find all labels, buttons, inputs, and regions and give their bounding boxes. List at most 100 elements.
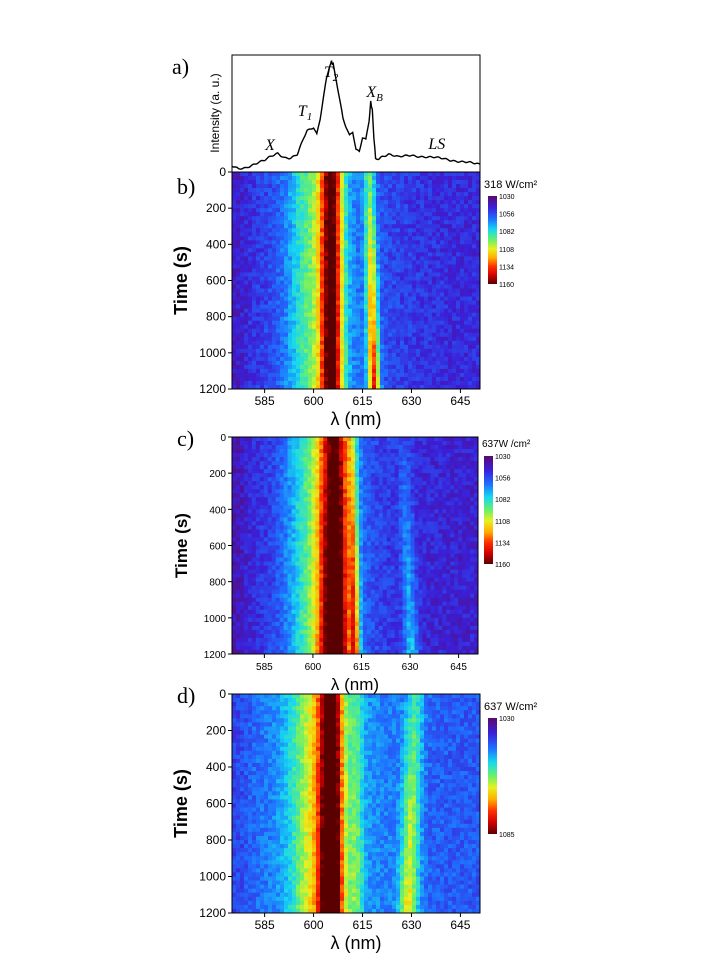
heatmap-cell — [422, 453, 427, 458]
heatmap-cell — [414, 521, 419, 526]
heatmap-cell — [448, 204, 453, 209]
heatmap-cell — [327, 513, 332, 518]
heatmap-cell — [476, 240, 481, 245]
heatmap-cell — [332, 196, 337, 201]
heatmap-cell — [456, 336, 461, 342]
heatmap-cell — [280, 372, 285, 378]
heatmap-cell — [240, 324, 245, 330]
heatmap-cell — [362, 489, 368, 494]
heatmap-cell — [366, 501, 372, 506]
heatmap-cell — [271, 493, 277, 498]
heatmap-cell — [236, 240, 241, 245]
heatmap-cell — [324, 200, 329, 205]
heatmap-cell — [268, 300, 273, 306]
heatmap-cell — [279, 529, 284, 534]
heatmap-cell — [468, 272, 473, 277]
heatmap-cell — [327, 501, 332, 506]
heatmap-cell — [276, 380, 281, 386]
heatmap-cell — [308, 316, 313, 322]
heatmap-cell — [458, 529, 463, 534]
heatmap-cell — [336, 264, 341, 269]
heatmap-cell — [442, 477, 447, 482]
heatmap-cell — [384, 192, 389, 197]
heatmap-cell — [252, 348, 257, 354]
heatmap-cell — [400, 308, 405, 314]
heatmap-cell — [392, 180, 397, 185]
heatmap-cell — [324, 232, 329, 237]
heatmap-cell — [460, 264, 465, 269]
heatmap-cell — [372, 224, 377, 229]
heatmap-cell — [268, 188, 273, 193]
heatmap-cell — [422, 449, 427, 454]
heatmap-cell — [268, 184, 273, 189]
heatmap-cell — [355, 525, 360, 530]
heatmap-cell — [474, 521, 479, 526]
heatmap-cell — [450, 469, 455, 474]
heatmap-cell — [264, 352, 269, 358]
heatmap-cell — [267, 517, 273, 522]
heatmap-cell — [462, 505, 467, 510]
heatmap-cell — [276, 268, 281, 273]
heatmap-cell — [390, 437, 396, 442]
heatmap-cell — [438, 449, 443, 454]
heatmap-cell — [315, 533, 320, 538]
heatmap-cell — [280, 212, 285, 217]
heatmap-cell — [347, 477, 352, 482]
heatmap-cell — [406, 513, 411, 518]
heatmap-cell — [312, 184, 317, 189]
heatmap-cell — [368, 296, 373, 301]
heatmap-cell — [340, 292, 345, 297]
heatmap-cell — [252, 280, 257, 285]
heatmap-cell — [396, 220, 401, 225]
heatmap-cell — [460, 352, 465, 358]
heatmap-cell — [287, 465, 292, 470]
heatmap-cell — [456, 360, 461, 366]
heatmap-cell — [432, 320, 437, 326]
heatmap-cell — [442, 533, 447, 538]
heatmap-cell — [386, 521, 392, 526]
heatmap-cell — [292, 272, 297, 277]
heatmap-cell — [280, 248, 285, 253]
heatmap-cell — [372, 200, 377, 205]
heatmap-cell — [295, 493, 300, 498]
heatmap-cell — [348, 192, 353, 197]
heatmap-cell — [388, 380, 393, 386]
heatmap-cell — [303, 537, 308, 542]
heatmap-cell — [340, 224, 345, 229]
heatmap-cell — [275, 453, 281, 458]
heatmap-cell — [244, 356, 249, 362]
heatmap-cell — [464, 316, 469, 322]
heatmap-cell — [426, 529, 431, 534]
heatmap-cell — [384, 224, 389, 229]
heatmap-cell — [412, 368, 417, 374]
heatmap-cell — [291, 529, 296, 534]
heatmap-cell — [394, 457, 400, 462]
heatmap-cell — [466, 441, 471, 446]
heatmap-cell — [263, 537, 269, 542]
heatmap-cell — [366, 493, 372, 498]
heatmap-cell — [464, 180, 469, 185]
heatmap-cell — [267, 449, 273, 454]
heatmap-cell — [452, 352, 457, 358]
heatmap-cell — [380, 200, 385, 205]
heatmap-cell — [304, 328, 309, 334]
heatmap-cell — [280, 356, 285, 362]
heatmap-cell — [252, 208, 257, 213]
heatmap-cell — [276, 196, 281, 201]
heatmap-cell — [450, 461, 455, 466]
heatmap-cell — [390, 505, 396, 510]
heatmap-cell — [378, 437, 384, 442]
heatmap-cell — [384, 180, 389, 185]
heatmap-cell — [252, 316, 257, 322]
heatmap-cell — [422, 445, 427, 450]
heatmap-cell — [239, 437, 245, 442]
heatmap-cell — [235, 457, 241, 462]
heatmap-cell — [418, 505, 423, 510]
heatmap-cell — [412, 172, 417, 177]
heatmap-cell — [442, 449, 447, 454]
heatmap-cell — [304, 172, 309, 177]
heatmap-cell — [362, 465, 368, 470]
heatmap-cell — [352, 248, 357, 253]
heatmap-cell — [344, 252, 349, 257]
heatmap-cell — [268, 332, 273, 338]
